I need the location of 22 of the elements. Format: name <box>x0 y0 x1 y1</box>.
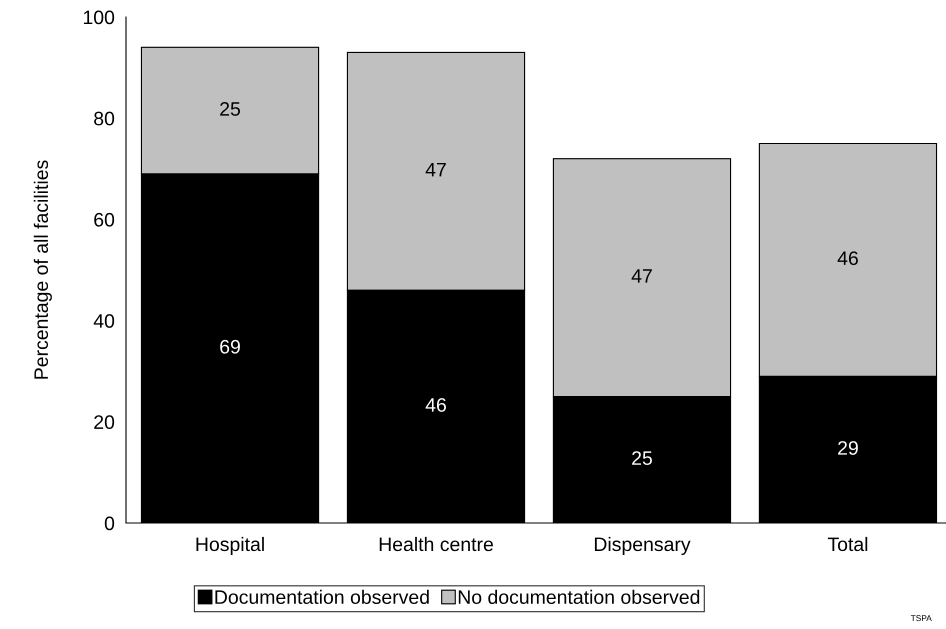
x-tick-label: Hospital <box>196 536 264 556</box>
data-label: 46 <box>838 251 858 266</box>
x-tick-label: Dispensary <box>594 536 691 556</box>
y-tick-label: 80 <box>94 112 114 126</box>
data-label: 29 <box>838 441 858 455</box>
legend-label: No documentation observed <box>458 590 700 604</box>
y-tick-label: 100 <box>84 10 114 24</box>
x-tick-label: Health centre <box>380 536 493 552</box>
x-tick-label: Total <box>828 536 868 552</box>
data-label: 47 <box>426 162 446 176</box>
y-tick-label: 0 <box>104 516 114 530</box>
y-tick-label: 40 <box>94 314 114 328</box>
text: TSPA <box>910 615 932 622</box>
y-axis-title: Percentage of all facilities <box>34 160 52 379</box>
data-label: 25 <box>220 102 240 116</box>
data-label: 25 <box>632 451 652 465</box>
y-tick-label: 20 <box>94 415 114 430</box>
data-label: 69 <box>220 340 240 354</box>
y-tick-label: 60 <box>94 212 114 227</box>
data-label: 46 <box>426 398 446 412</box>
legend-label: Documentation observed <box>215 590 429 604</box>
data-label: 47 <box>632 269 652 283</box>
